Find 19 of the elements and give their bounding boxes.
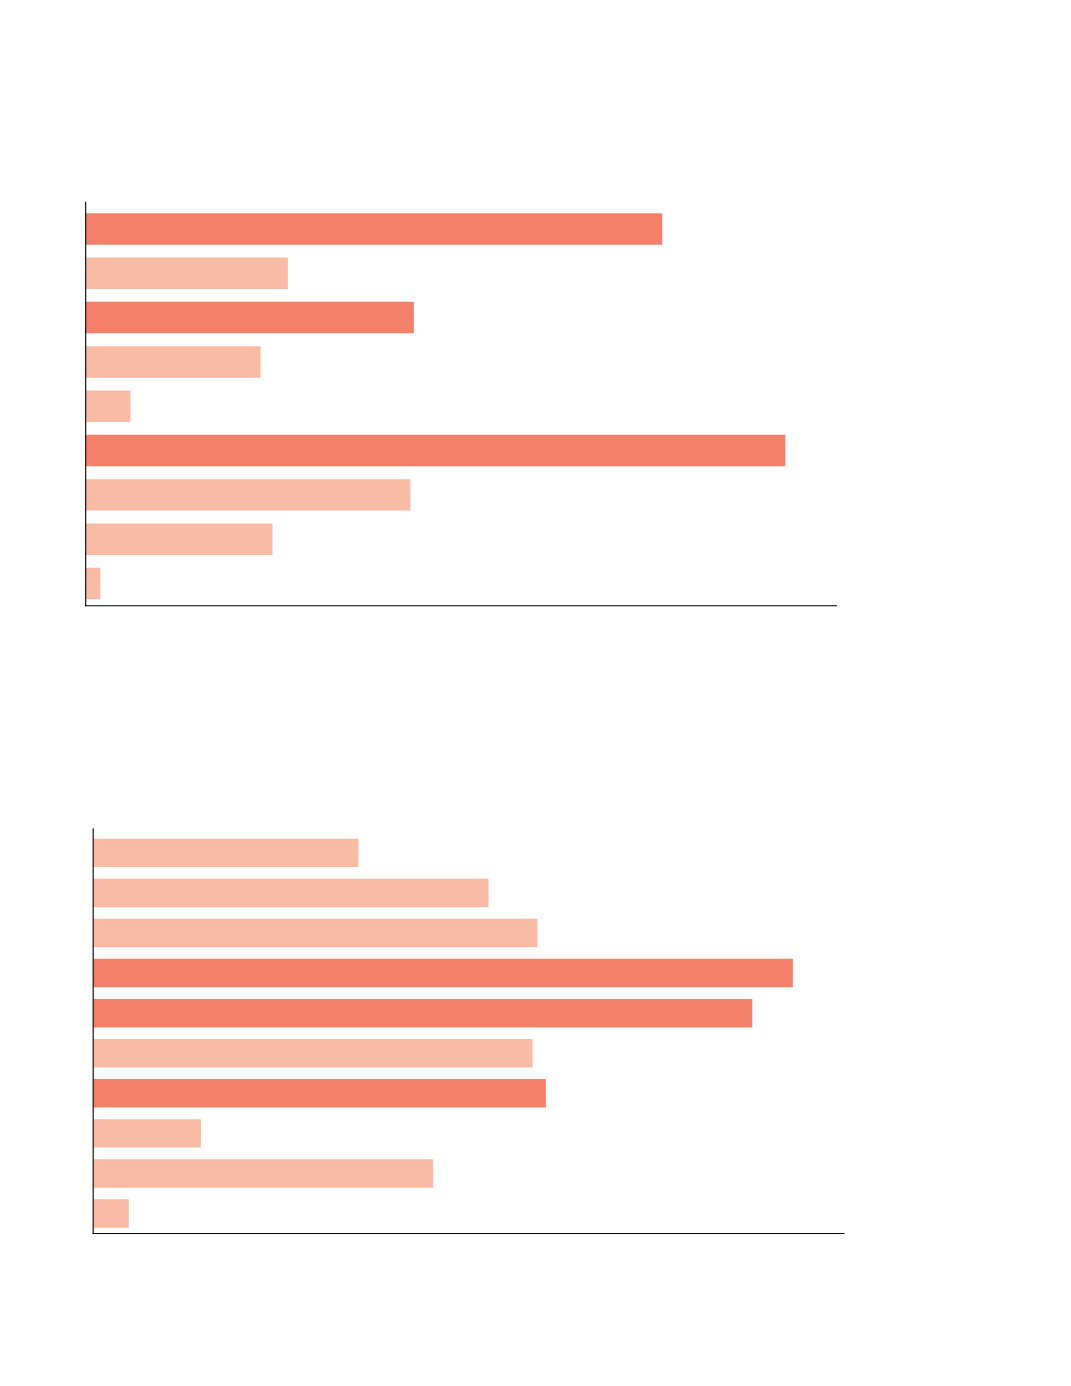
bar	[93, 998, 753, 1028]
bar	[85, 479, 411, 511]
bar	[85, 390, 131, 422]
bar	[93, 1119, 201, 1148]
bar	[85, 567, 101, 600]
bar	[93, 1159, 434, 1188]
bar	[85, 346, 261, 378]
bar	[85, 434, 786, 467]
bar	[93, 1199, 129, 1228]
bar	[85, 213, 663, 245]
bar	[85, 523, 273, 555]
bar	[93, 1039, 533, 1068]
bar	[93, 1079, 546, 1108]
bar	[93, 918, 538, 948]
bar	[93, 958, 793, 988]
bar	[93, 878, 489, 908]
bar	[93, 838, 359, 868]
bar	[85, 301, 414, 334]
bar	[85, 257, 288, 289]
